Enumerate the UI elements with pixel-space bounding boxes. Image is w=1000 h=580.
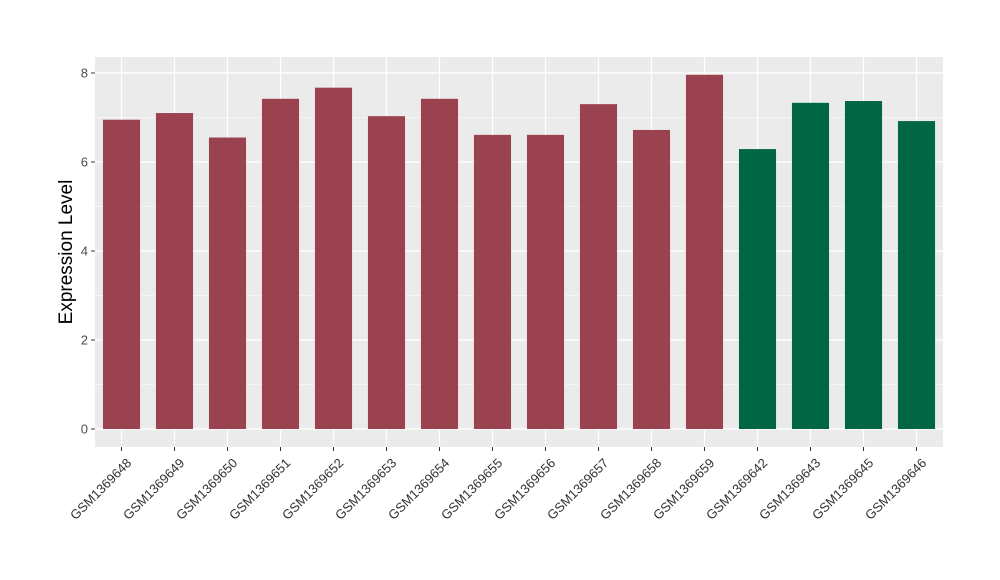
bar-GSM1369656 [526, 134, 565, 430]
bar-GSM1369650 [208, 137, 247, 429]
bar-GSM1369652 [314, 87, 353, 429]
bar-GSM1369654 [420, 98, 459, 429]
y-tick-label: 6 [81, 155, 88, 170]
bar-GSM1369642 [738, 149, 777, 429]
bar-GSM1369659 [685, 74, 724, 429]
bar-GSM1369653 [367, 116, 406, 429]
y-tick-label: 0 [81, 422, 88, 437]
y-axis: 0 2 4 6 8 [81, 66, 95, 437]
y-tick-label: 2 [81, 333, 88, 348]
bar-GSM1369651 [261, 98, 300, 429]
bar-GSM1369658 [632, 129, 671, 429]
y-axis-label: Expression Level [56, 180, 77, 325]
bar-GSM1369645 [844, 101, 883, 429]
bar-GSM1369646 [897, 121, 936, 429]
bars [102, 74, 936, 430]
bar-GSM1369655 [473, 134, 512, 430]
x-axis: GSM1369648GSM1369649GSM1369650GSM1369651… [67, 447, 929, 523]
bar-GSM1369648 [102, 119, 141, 429]
y-tick-label: 8 [81, 66, 88, 81]
bar-GSM1369657 [579, 104, 618, 430]
bar-GSM1369643 [791, 102, 830, 429]
bar-GSM1369649 [155, 113, 194, 430]
y-tick-label: 4 [81, 244, 88, 259]
